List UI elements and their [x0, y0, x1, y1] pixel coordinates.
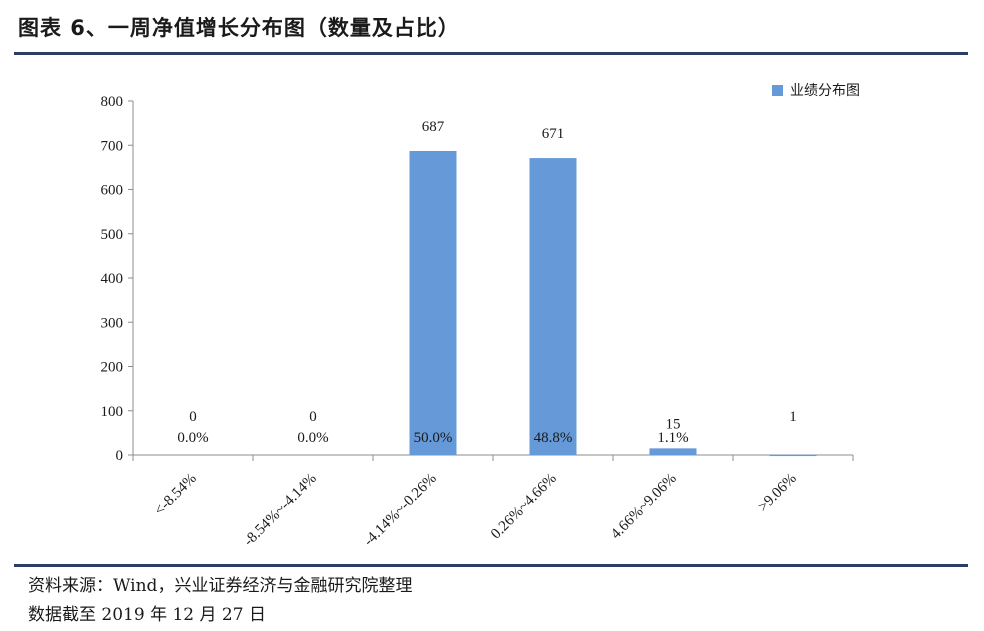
source-note: 资料来源：Wind，兴业证券经济与金融研究院整理	[28, 576, 413, 596]
legend-swatch	[772, 85, 783, 96]
y-tick-label: 100	[101, 404, 124, 420]
bar-percent-label: 0.0%	[177, 430, 208, 446]
bar	[409, 151, 457, 455]
x-category-label: -4.14%~-0.26%	[361, 471, 440, 550]
figure-title: 图表 6、一周净值增长分布图（数量及占比）	[18, 16, 460, 40]
bar-percent-label: 48.8%	[534, 430, 573, 446]
bottom-rule	[14, 564, 968, 567]
bar-value-label: 0	[309, 409, 317, 425]
bar-percent-label: 1.1%	[657, 430, 688, 446]
x-category-label: <-8.54%	[152, 471, 200, 519]
bar	[529, 158, 577, 455]
y-tick-label: 800	[101, 94, 124, 110]
date-note: 数据截至 2019 年 12 月 27 日	[28, 605, 266, 625]
bar	[769, 454, 817, 457]
y-tick-label: 700	[101, 138, 124, 154]
x-category-label: 0.26%~4.66%	[488, 471, 560, 543]
y-tick-label: 500	[101, 227, 124, 243]
top-rule	[14, 52, 968, 55]
y-tick-label: 400	[101, 271, 124, 287]
bar	[649, 448, 697, 455]
bar-percent-label: 0.0%	[297, 430, 328, 446]
bar-value-label: 15	[666, 416, 681, 432]
bar-value-label: 0	[189, 409, 197, 425]
y-tick-label: 200	[101, 360, 124, 376]
y-tick-label: 300	[101, 315, 124, 331]
y-tick-label: 600	[101, 183, 124, 199]
x-category-label: >9.06%	[755, 471, 800, 516]
bar-value-label: 1	[789, 409, 797, 425]
legend-label: 业绩分布图	[790, 83, 860, 99]
bar-value-label: 687	[422, 119, 445, 135]
bar-value-label: 671	[542, 126, 565, 142]
x-category-label: -8.54%~-4.14%	[241, 471, 320, 550]
bar-percent-label: 50.0%	[414, 430, 453, 446]
y-tick-label: 0	[116, 448, 124, 464]
x-category-label: 4.66%~9.06%	[608, 471, 680, 543]
